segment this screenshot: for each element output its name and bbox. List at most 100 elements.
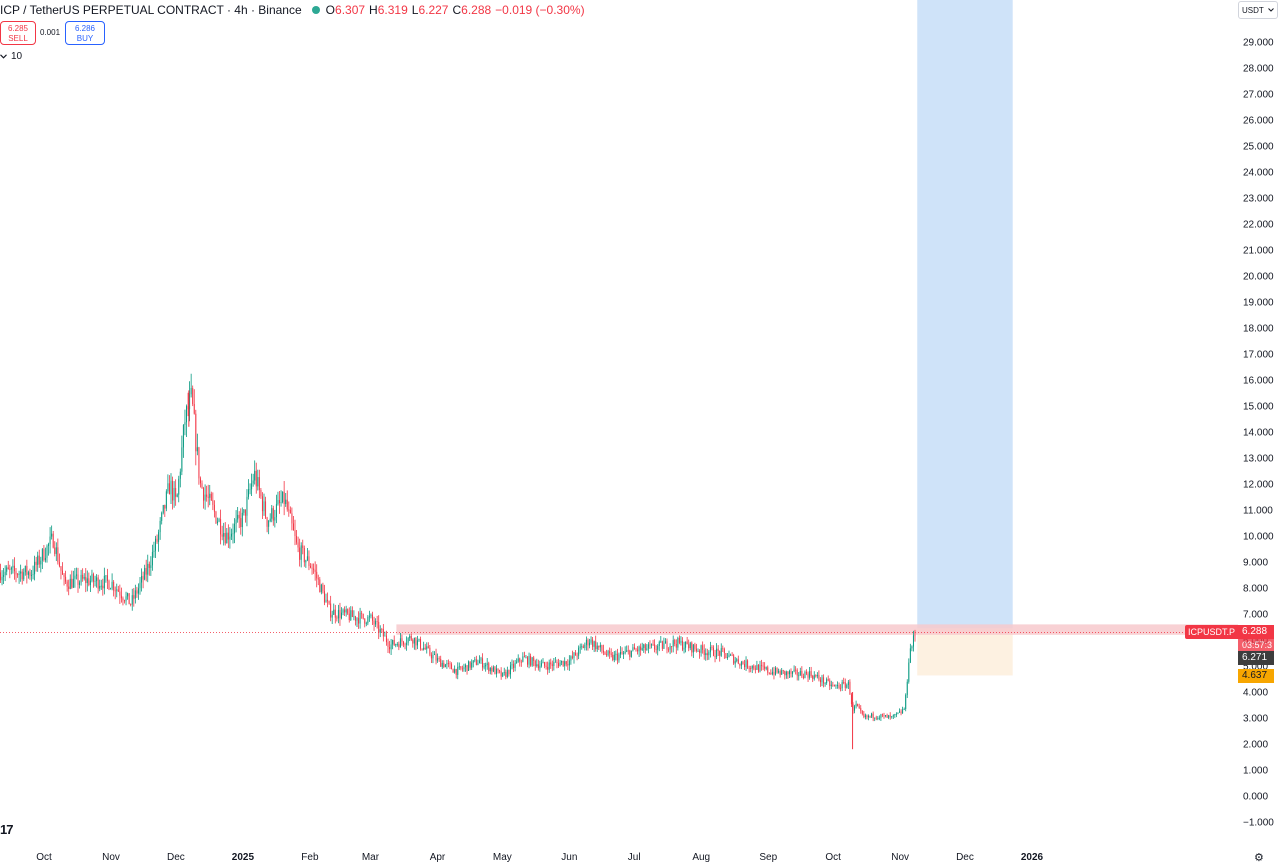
candle-222 [344, 606, 346, 616]
candle-320 [496, 664, 497, 678]
candle-573 [888, 714, 890, 720]
candle-91 [141, 568, 143, 592]
x-tick-label: Nov [891, 852, 909, 863]
candle-body [221, 534, 223, 537]
candle-body [661, 641, 663, 649]
candle-477 [739, 663, 741, 669]
gear-icon[interactable]: ⚙ [1254, 852, 1264, 864]
currency-select[interactable]: USDT [1238, 1, 1278, 19]
candle-507 [785, 670, 787, 679]
candle-body [784, 670, 786, 676]
candle-body [217, 521, 218, 524]
candle-body [488, 663, 490, 672]
y-tick-label: 25.000 [1243, 142, 1274, 153]
candle-body [494, 667, 496, 675]
candle-body [4, 571, 6, 576]
candle-280 [434, 651, 435, 656]
candle-body [807, 673, 809, 678]
candle-body [320, 584, 322, 593]
candle-270 [418, 638, 420, 642]
candle-484 [750, 665, 752, 673]
candle-39 [60, 566, 62, 580]
candle-body [892, 715, 894, 717]
candle-476 [737, 655, 739, 665]
candle-184 [285, 493, 287, 507]
candle-body [114, 590, 116, 592]
candle-body [674, 640, 676, 644]
candle-body [764, 666, 766, 669]
candle-body [503, 672, 505, 673]
candle-body [730, 654, 732, 656]
candle-569 [881, 713, 883, 718]
tradingview-logo[interactable]: 17 [0, 822, 14, 837]
candle-body [117, 589, 119, 592]
candle-body [829, 680, 831, 687]
candle-142 [220, 509, 222, 545]
candle-533 [826, 677, 828, 685]
candle-481 [745, 656, 747, 672]
candle-209 [323, 584, 325, 606]
ohlc-high-key: H [369, 3, 378, 17]
candle-435 [674, 638, 676, 647]
candle-470 [728, 650, 730, 658]
candle-body [578, 647, 580, 656]
candle-327 [506, 666, 508, 679]
candle-25 [38, 549, 40, 568]
candle-260 [403, 640, 404, 648]
candle-body [354, 616, 356, 621]
candle-body [26, 565, 28, 575]
candle-body [327, 599, 329, 602]
candle-body [550, 662, 552, 665]
candle-77 [119, 584, 121, 604]
candle-body [627, 650, 629, 652]
candle-274 [424, 643, 426, 650]
candle-233 [361, 610, 363, 619]
candle-61 [94, 575, 96, 587]
candle-99 [153, 541, 155, 558]
candle-body [737, 659, 739, 664]
candle-10 [15, 568, 17, 583]
candle-body [575, 652, 577, 656]
candle-body [716, 648, 718, 658]
candle-585 [906, 679, 908, 699]
candle-body [708, 652, 710, 656]
candle-body [823, 677, 825, 684]
candle-516 [799, 667, 801, 676]
candle-body [847, 681, 849, 685]
candle-51 [79, 580, 81, 589]
candle-body [731, 654, 733, 656]
candle-241 [373, 616, 375, 631]
symbol-title[interactable]: ICP / TetherUS PERPETUAL CONTRACT · 4h ·… [0, 3, 302, 17]
candle-489 [757, 663, 759, 673]
candle-body [633, 647, 635, 650]
candle-181 [280, 490, 282, 507]
buy-button[interactable]: 6.286 BUY [65, 21, 105, 45]
candle-526 [815, 674, 817, 678]
x-tick-label: 2025 [232, 852, 255, 863]
candle-body [728, 654, 730, 658]
candle-body [723, 649, 725, 654]
candle-308 [477, 659, 479, 666]
candle-body [350, 610, 352, 621]
candle-247 [382, 624, 384, 642]
candle-body [669, 646, 671, 650]
candle-114 [176, 493, 178, 498]
candle-567 [878, 715, 880, 721]
candle-552 [855, 700, 857, 709]
candle-body [398, 644, 400, 648]
sell-button[interactable]: 6.285 SELL [0, 21, 36, 45]
candle-body [303, 547, 305, 563]
candle-body [683, 647, 685, 650]
candle-575 [891, 715, 893, 719]
candle-199 [308, 550, 310, 571]
x-tick-label: 2026 [1021, 852, 1044, 863]
candle-body [435, 654, 437, 661]
candle-415 [643, 643, 645, 653]
candle-body [29, 572, 31, 576]
y-tick-label: 23.000 [1243, 194, 1274, 205]
indicator-toggle[interactable]: 10 [0, 51, 22, 62]
candle-579 [897, 712, 899, 715]
candle-461 [714, 649, 716, 663]
candle-body [885, 715, 887, 716]
